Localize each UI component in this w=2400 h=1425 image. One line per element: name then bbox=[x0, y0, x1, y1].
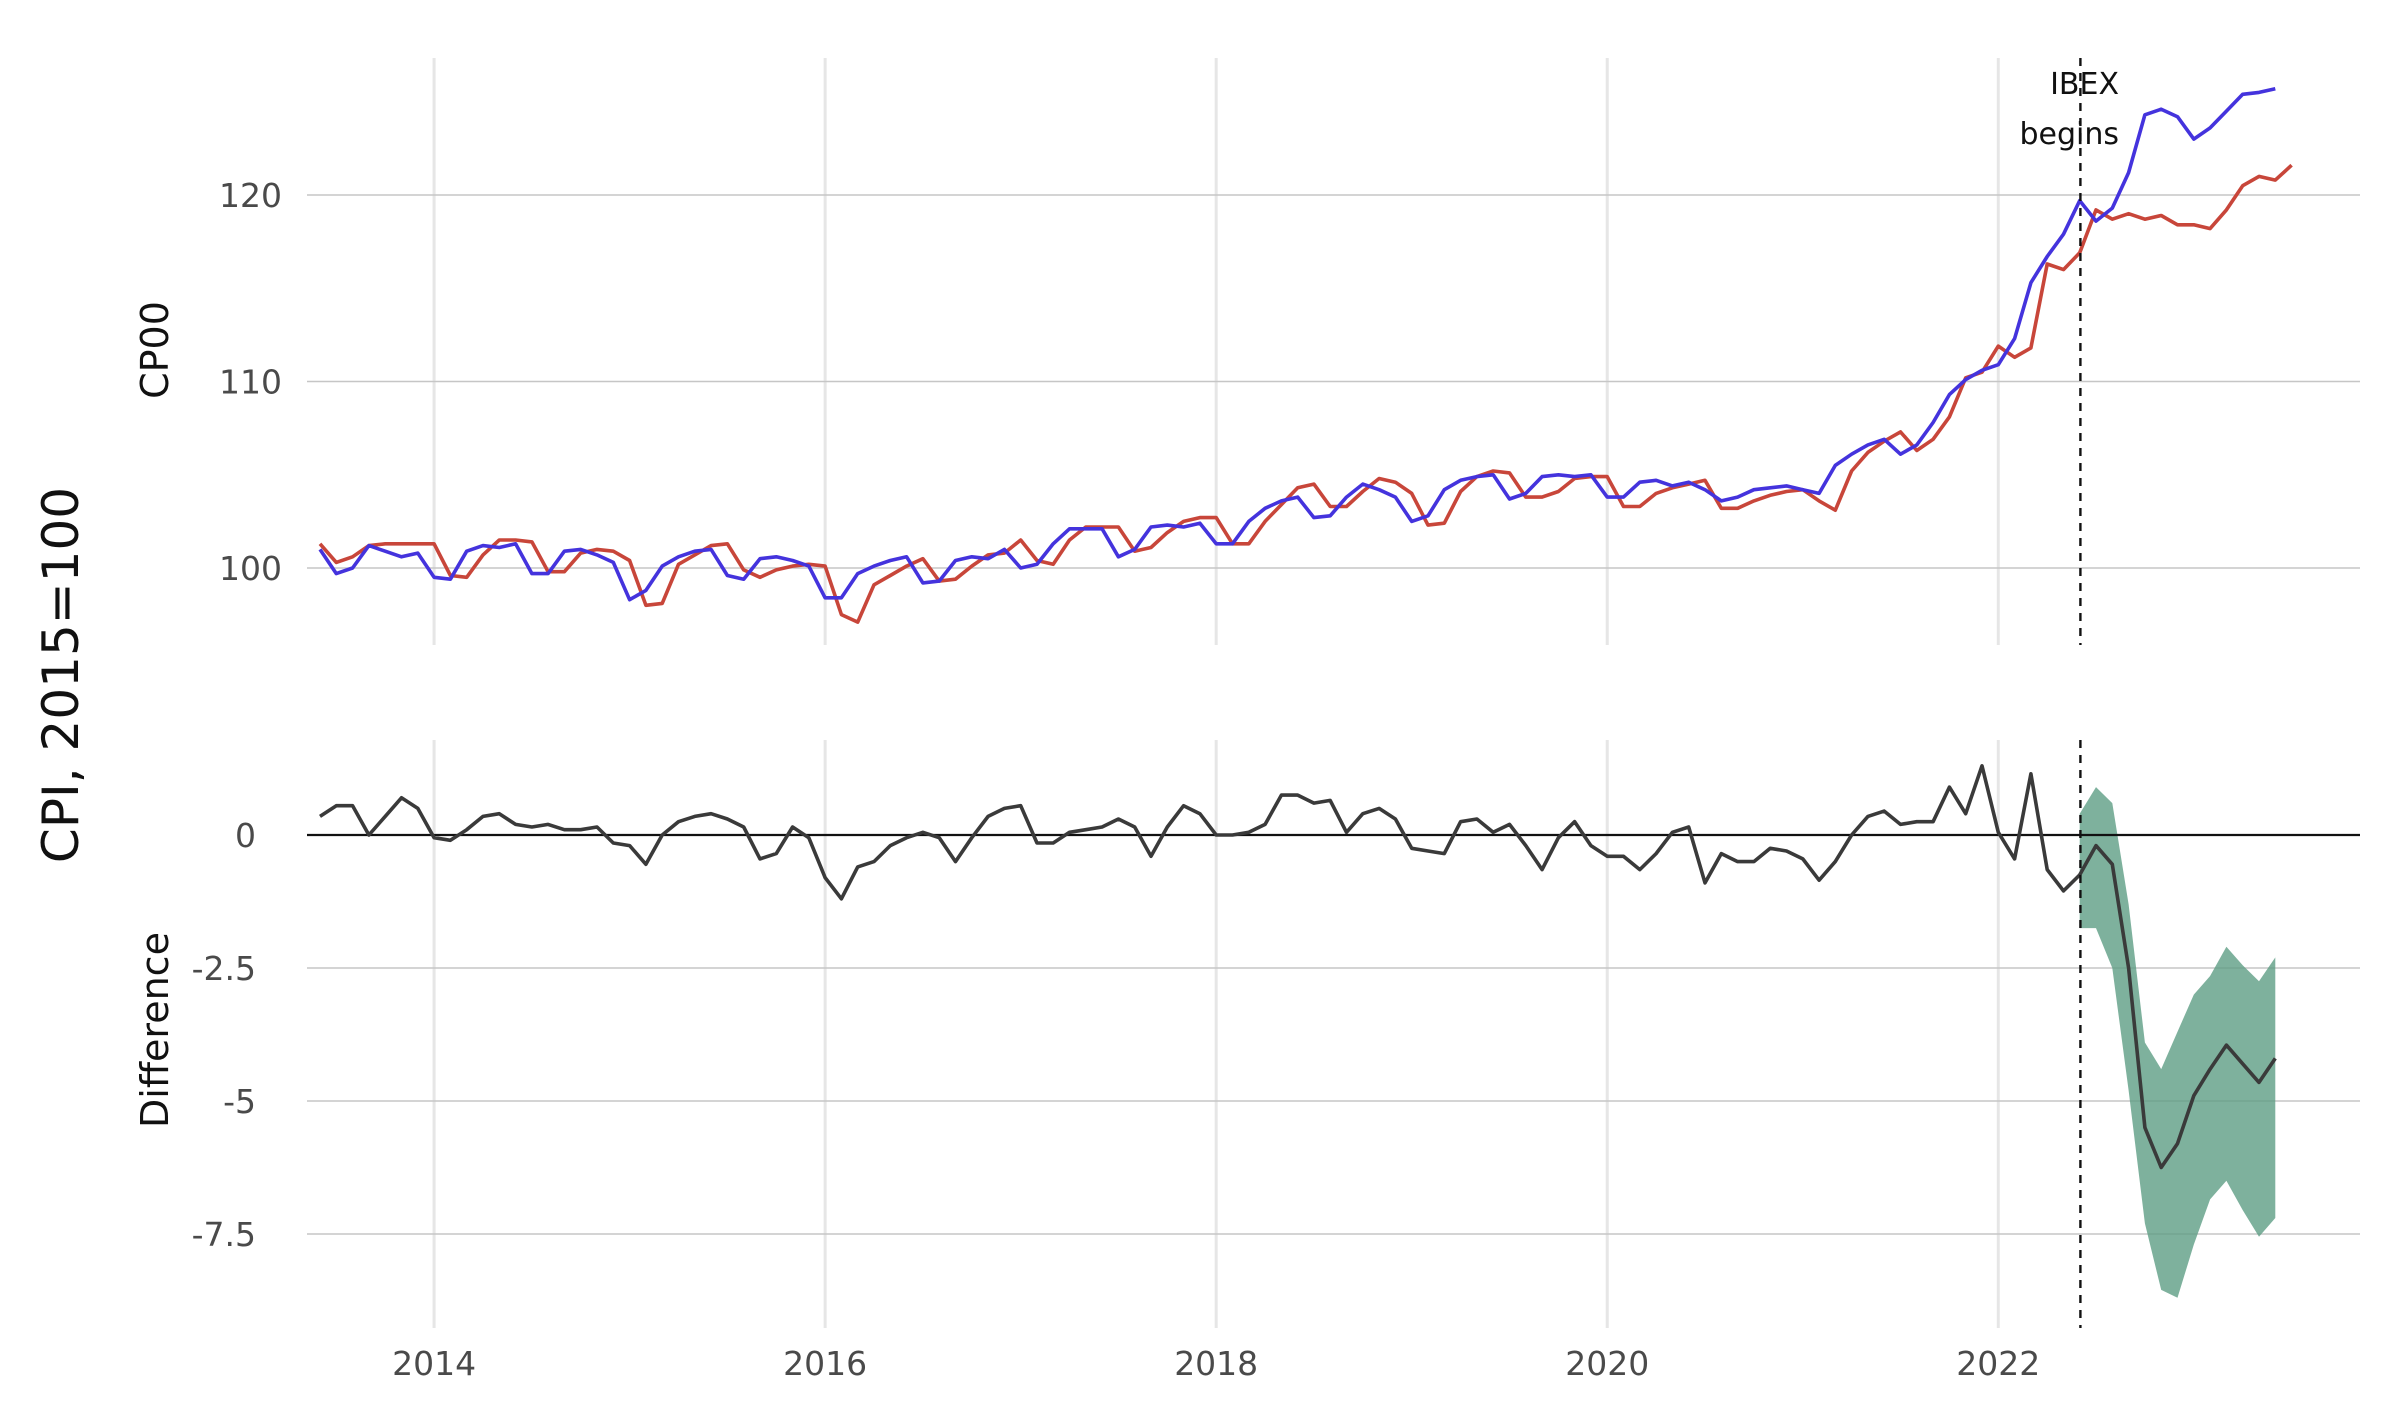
top-y-tick-label: 120 bbox=[219, 176, 282, 215]
series-blue-line bbox=[318, 86, 2276, 602]
series-lines-layer bbox=[307, 86, 2360, 1170]
x-tick-label: 2016 bbox=[783, 1344, 867, 1383]
x-tick-label: 2014 bbox=[392, 1344, 476, 1383]
top-y-tick-label: 110 bbox=[219, 363, 282, 402]
bottom-y-tick-label: -2.5 bbox=[192, 949, 256, 988]
difference-line bbox=[319, 763, 2277, 1170]
x-tick-label: 2018 bbox=[1174, 1344, 1258, 1383]
bottom-y-tick-label: -5 bbox=[223, 1082, 256, 1121]
bottom-y-tick-label: -7.5 bbox=[192, 1215, 256, 1254]
x-tick-label: 2022 bbox=[1956, 1344, 2040, 1383]
ibex-annotation-line1: IBEX bbox=[2050, 67, 2119, 102]
bottom-y-axis-title: Difference bbox=[133, 932, 177, 1128]
tick-labels-layer: 100 110 120 0 -2.5 -5 -7.5 2014 2016 2018 2020 2022 bbox=[192, 176, 2041, 1383]
forecast-band-layer bbox=[2079, 787, 2276, 1298]
top-panel-grid bbox=[307, 58, 2360, 645]
series-red-line bbox=[318, 163, 2293, 624]
top-y-axis-title: CP00 bbox=[133, 301, 177, 399]
forecast-band bbox=[2079, 787, 2276, 1298]
bottom-y-tick-label: 0 bbox=[235, 816, 256, 855]
x-tick-label: 2020 bbox=[1565, 1344, 1649, 1383]
shared-y-axis-title: CPI, 2015=100 bbox=[32, 487, 90, 863]
bottom-panel-grid bbox=[307, 740, 2360, 1328]
ibex-annotation-line2: begins bbox=[2019, 117, 2119, 152]
top-y-tick-label: 100 bbox=[219, 549, 282, 588]
